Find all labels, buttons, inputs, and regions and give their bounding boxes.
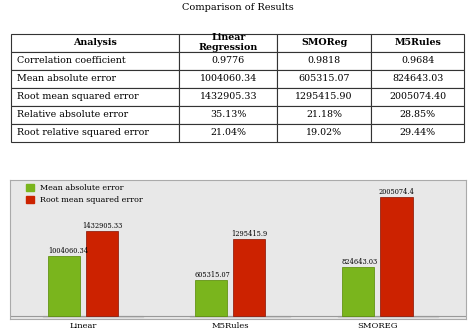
Text: 1432905.33: 1432905.33 (82, 222, 123, 230)
Text: 1295415.9: 1295415.9 (231, 230, 267, 238)
Legend: Mean absolute error, Root mean squared error: Mean absolute error, Root mean squared e… (23, 181, 146, 208)
Text: Comparison of Results: Comparison of Results (181, 3, 294, 12)
Text: TABLE III: TABLE III (209, 0, 266, 1)
Bar (86, 231, 118, 316)
Text: 824643.03: 824643.03 (342, 258, 378, 266)
Bar (195, 280, 227, 316)
Bar (233, 239, 266, 316)
Text: 1004060.34: 1004060.34 (48, 247, 88, 255)
Bar (48, 256, 80, 316)
Bar (342, 267, 374, 316)
Bar (380, 197, 413, 316)
Text: 605315.07: 605315.07 (195, 271, 230, 279)
Text: 2005074.4: 2005074.4 (379, 188, 414, 196)
